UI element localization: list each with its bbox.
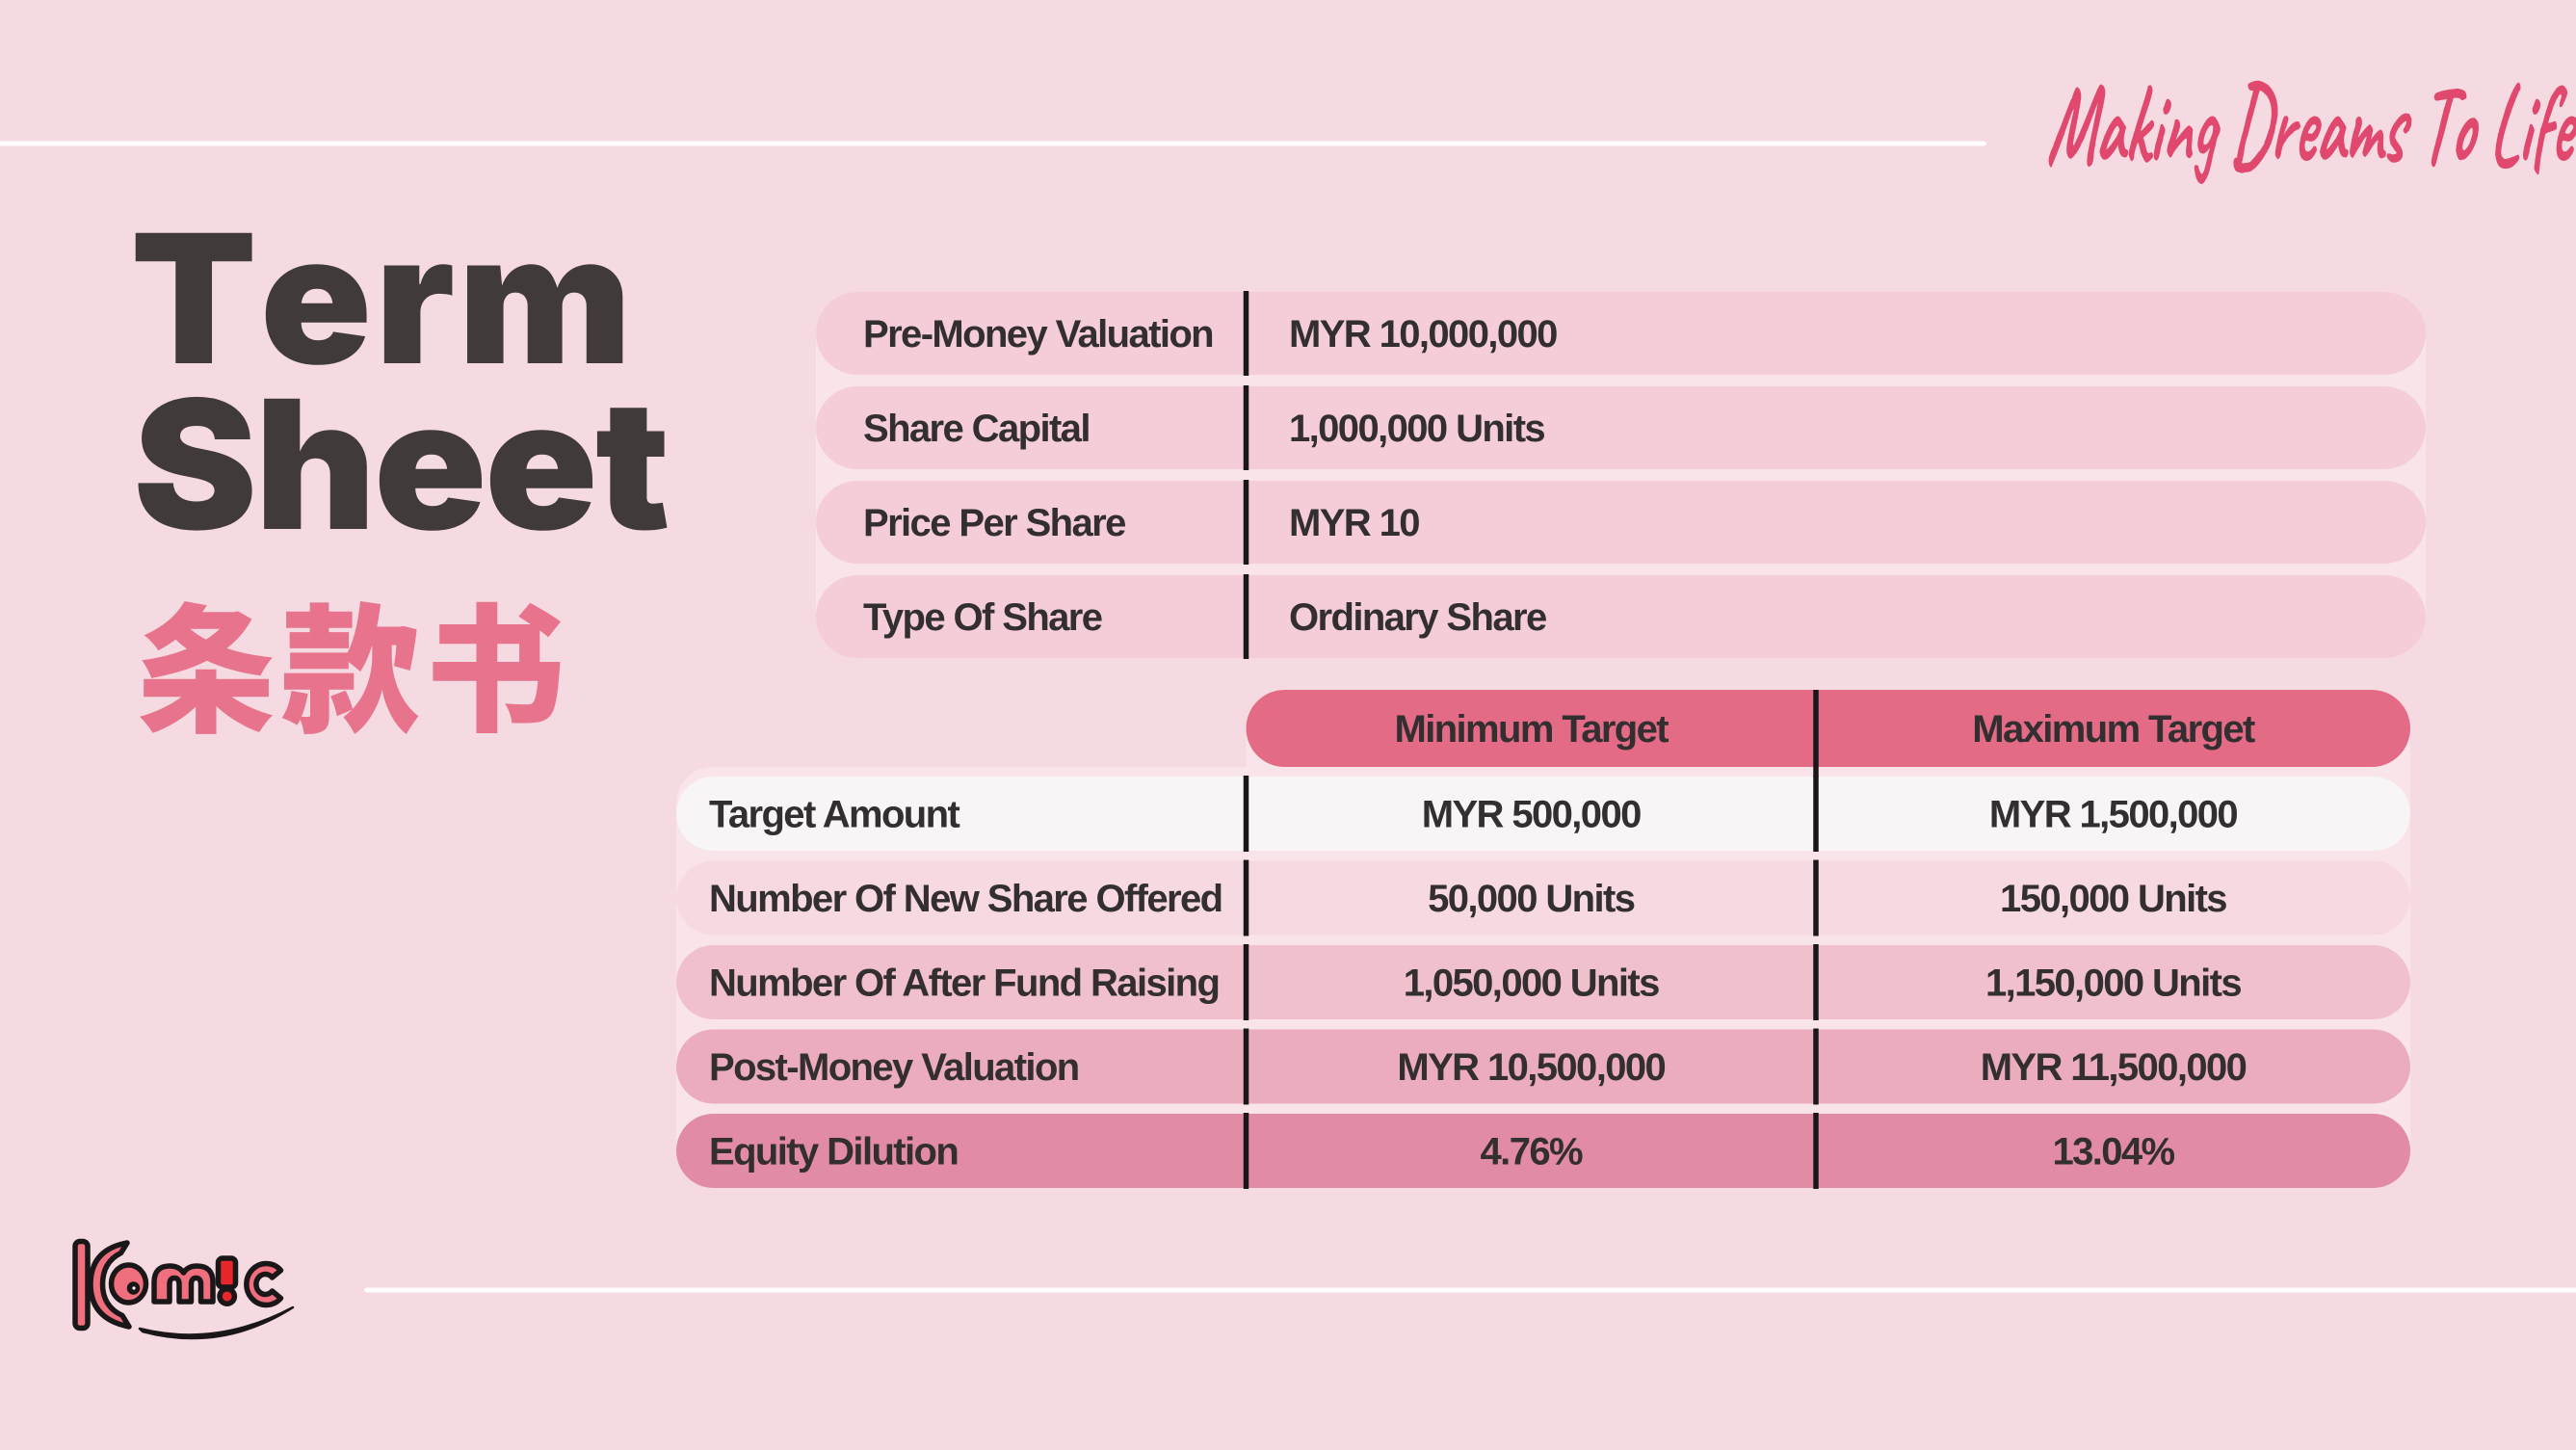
svg-text:Equity Dilution: Equity Dilution (709, 1131, 958, 1173)
svg-text:MYR 10,000,000: MYR 10,000,000 (1289, 313, 1557, 356)
svg-text:MYR 10: MYR 10 (1289, 502, 1419, 544)
svg-text:4.76%: 4.76% (1481, 1131, 1583, 1173)
svg-text:1,000,000 Units: 1,000,000 Units (1289, 408, 1544, 450)
svg-text:1,050,000 Units: 1,050,000 Units (1404, 962, 1659, 1005)
svg-text:50,000 Units: 50,000 Units (1428, 878, 1635, 920)
svg-text:Number Of New Share Offered: Number Of New Share Offered (709, 878, 1222, 920)
svg-text:Pre-Money Valuation: Pre-Money Valuation (863, 313, 1213, 356)
svg-text:1,150,000 Units: 1,150,000 Units (1985, 962, 2241, 1005)
svg-text:MYR 10,500,000: MYR 10,500,000 (1397, 1046, 1665, 1089)
svg-text:MYR 500,000: MYR 500,000 (1422, 794, 1641, 836)
svg-text:Number Of After Fund Raising: Number Of After Fund Raising (709, 962, 1219, 1005)
svg-text:Target Amount: Target Amount (709, 794, 959, 836)
svg-text:13.04%: 13.04% (2052, 1131, 2174, 1173)
svg-text:Type Of Share: Type Of Share (863, 596, 1102, 639)
svg-text:150,000 Units: 150,000 Units (2000, 878, 2226, 920)
svg-text:MYR 11,500,000: MYR 11,500,000 (1981, 1046, 2247, 1089)
svg-text:Price Per Share: Price Per Share (863, 502, 1125, 544)
svg-text:Ordinary Share: Ordinary Share (1289, 596, 1546, 639)
svg-text:MYR 1,500,000: MYR 1,500,000 (1989, 794, 2238, 836)
svg-text:Minimum Target: Minimum Target (1394, 708, 1669, 751)
svg-text:Share Capital: Share Capital (863, 408, 1090, 450)
svg-text:Post-Money Valuation: Post-Money Valuation (709, 1046, 1079, 1089)
svg-text:Maximum Target: Maximum Target (1972, 708, 2255, 751)
